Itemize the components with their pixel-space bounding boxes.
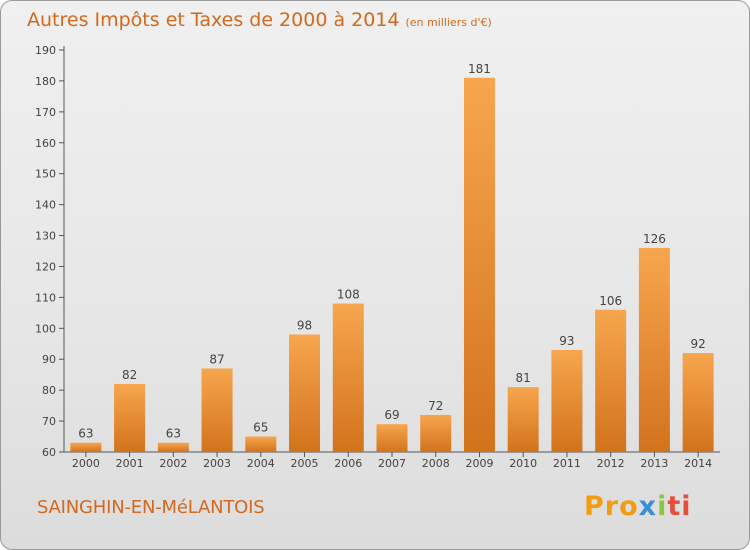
x-tick-label: 2005 (291, 457, 319, 470)
commune-name: SAINGHIN-EN-MéLANTOIS (37, 497, 265, 518)
bar-value-label: 63 (78, 427, 93, 441)
bar-2013 (638, 247, 670, 452)
bar-2001 (114, 383, 146, 452)
bar-2005 (289, 334, 321, 452)
bar-2007 (376, 424, 408, 452)
logo-part-1: Pro (584, 491, 639, 522)
logo-part-4: ti (667, 491, 692, 522)
bar-value-label: 181 (468, 62, 491, 76)
bar-value-label: 98 (297, 318, 312, 332)
x-tick-label: 2007 (378, 457, 406, 470)
bar-2000 (70, 442, 102, 452)
bar-value-label: 87 (209, 353, 224, 367)
bar-value-label: 93 (559, 334, 574, 348)
y-tick-label: 80 (42, 384, 56, 397)
x-tick-label: 2001 (116, 457, 144, 470)
y-tick-label: 110 (35, 291, 56, 304)
x-tick-label: 2014 (684, 457, 712, 470)
x-tick-label: 2012 (597, 457, 625, 470)
bar-value-label: 108 (337, 288, 360, 302)
bar-value-label: 81 (516, 371, 531, 385)
bar-value-label: 63 (166, 427, 181, 441)
x-tick-label: 2010 (509, 457, 537, 470)
x-tick-label: 2003 (203, 457, 231, 470)
chart-title-text: Autres Impôts et Taxes de 2000 à 2014 (27, 9, 400, 31)
y-tick-label: 180 (35, 75, 56, 88)
y-tick-label: 100 (35, 322, 56, 335)
chart-unit: (en milliers d'€) (405, 16, 492, 29)
y-tick-label: 70 (42, 415, 56, 428)
y-tick-label: 90 (42, 353, 56, 366)
bar-value-label: 82 (122, 368, 137, 382)
bar-2004 (245, 436, 277, 452)
bar-value-label: 106 (599, 294, 622, 308)
bar-2010 (507, 387, 539, 452)
x-tick-label: 2011 (553, 457, 581, 470)
y-tick-label: 60 (42, 446, 56, 459)
bar-value-label: 65 (253, 421, 268, 435)
y-tick-label: 120 (35, 260, 56, 273)
bar-2012 (595, 309, 627, 452)
x-tick-label: 2008 (422, 457, 450, 470)
bars (70, 77, 714, 452)
bar-2006 (332, 303, 364, 452)
x-tick-label: 2009 (465, 457, 493, 470)
logo-part-2: x (638, 491, 658, 522)
bar-2011 (551, 349, 583, 452)
x-tick-label: 2013 (640, 457, 668, 470)
bar-2002 (157, 442, 189, 452)
bar-value-label: 126 (643, 232, 666, 246)
y-tick-label: 130 (35, 230, 56, 243)
y-axis: 60 70 80 90 100 110 120 130 140 150 160 170 180 190 (35, 44, 65, 459)
x-tick-label: 2004 (247, 457, 275, 470)
proxiti-logo: Proxiti (584, 491, 692, 522)
bar-2008 (420, 414, 452, 452)
y-tick-label: 140 (35, 199, 56, 212)
logo-part-3: i (657, 491, 668, 522)
bar-2014 (682, 353, 714, 452)
y-tick-label: 170 (35, 106, 56, 119)
y-tick-label: 190 (35, 44, 56, 57)
bar-2009 (463, 77, 495, 452)
bar-value-label: 92 (690, 337, 705, 351)
data-labels: 63 82 63 87 65 98 108 69 72 181 81 93 106 126 92 (78, 62, 706, 441)
bar-value-label: 69 (384, 408, 399, 422)
y-tick-label: 160 (35, 137, 56, 150)
x-tick-label: 2002 (159, 457, 187, 470)
x-axis: 2000 2001 2002 2003 2004 2005 2006 2007 2008 2009… (64, 451, 720, 470)
y-tick-label: 150 (35, 168, 56, 181)
chart-title: Autres Impôts et Taxes de 2000 à 2014 (en… (27, 9, 492, 31)
x-tick-label: 2006 (334, 457, 362, 470)
bar-value-label: 72 (428, 399, 443, 413)
bar-2003 (201, 368, 233, 452)
x-tick-label: 2000 (72, 457, 100, 470)
